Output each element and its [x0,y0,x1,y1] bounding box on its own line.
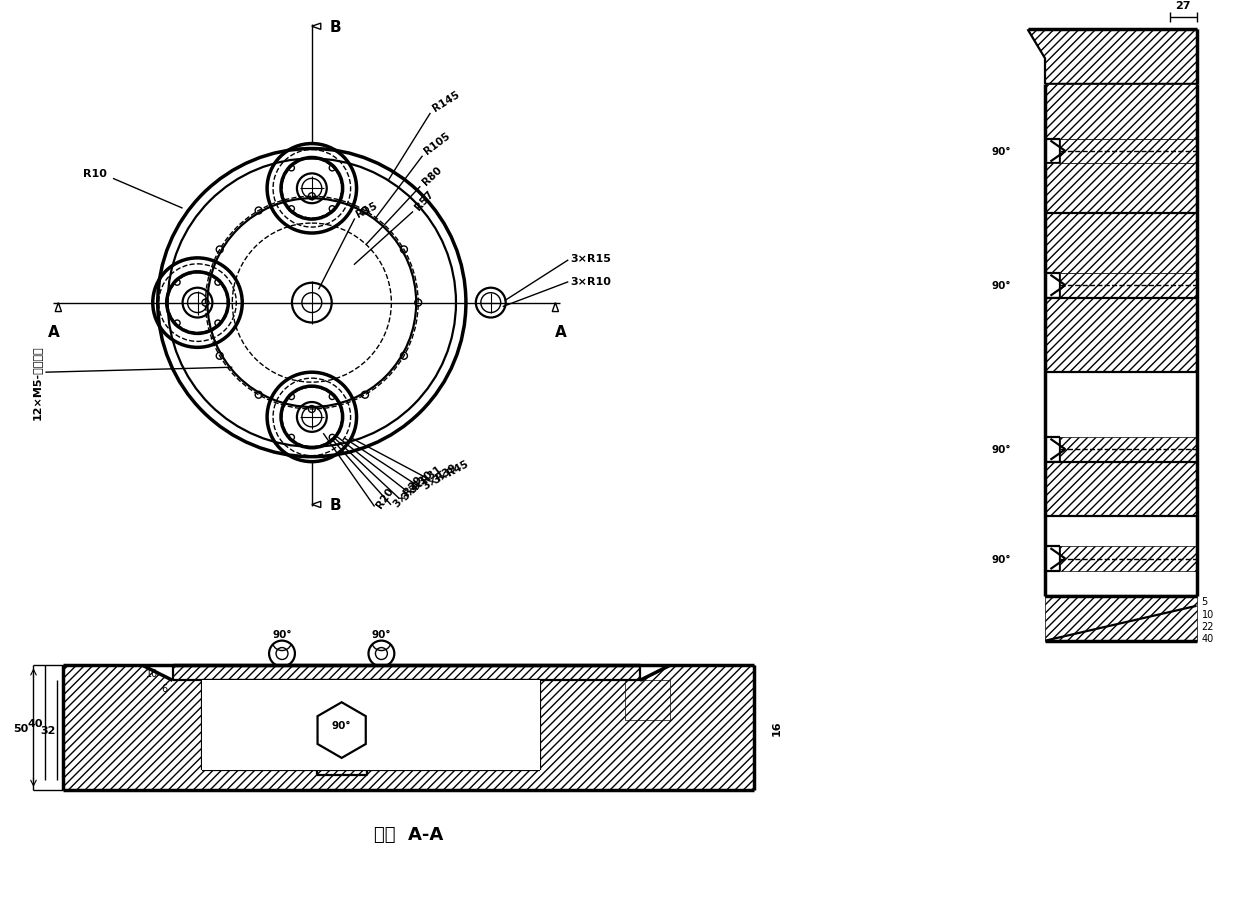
Text: R15: R15 [355,200,379,220]
Polygon shape [1045,462,1197,517]
Text: R20: R20 [374,486,396,510]
Text: 40: 40 [1202,633,1214,643]
Polygon shape [1045,298,1197,373]
Polygon shape [172,666,640,681]
Polygon shape [311,24,321,30]
Text: 90°: 90° [991,554,1011,564]
Polygon shape [56,303,62,312]
Polygon shape [552,303,558,312]
Text: 5: 5 [1202,596,1208,606]
Text: R57: R57 [413,189,435,212]
Text: R10: R10 [83,169,107,179]
Text: 32: 32 [40,725,56,735]
Text: 16: 16 [773,720,782,735]
Polygon shape [1060,139,1197,164]
Text: A: A [47,325,60,340]
Text: A: A [554,325,567,340]
Polygon shape [1045,214,1197,273]
Polygon shape [1045,164,1197,214]
Polygon shape [1028,30,1197,85]
Text: 3×R10: 3×R10 [570,276,611,286]
Polygon shape [316,681,367,775]
Text: 3×R15: 3×R15 [570,253,611,263]
Polygon shape [311,502,321,508]
Text: 90°: 90° [273,629,291,639]
Text: 90°: 90° [372,629,391,639]
Text: 40: 40 [29,718,43,728]
Text: 90°: 90° [991,281,1011,291]
Text: B: B [330,20,341,35]
Polygon shape [202,681,541,770]
Polygon shape [63,666,754,790]
Text: 3×R31: 3×R31 [408,464,444,496]
Text: 3×R29: 3×R29 [392,474,424,508]
Text: 27: 27 [1176,1,1190,11]
Polygon shape [1045,596,1197,641]
Text: 50: 50 [14,722,29,732]
Text: 90°: 90° [991,147,1011,157]
Text: 3×R39: 3×R39 [420,462,459,491]
Text: R80: R80 [420,165,444,187]
Polygon shape [1060,437,1197,462]
Text: R105: R105 [423,130,453,157]
Text: 3×R30: 3×R30 [399,469,434,502]
Polygon shape [625,681,670,721]
Text: B: B [330,497,341,512]
Text: 10: 10 [145,668,157,678]
Text: 12×M5-四孔均布: 12×M5-四孔均布 [31,345,41,420]
Polygon shape [1060,547,1197,571]
Text: 6: 6 [161,683,167,693]
Text: 22: 22 [1202,621,1214,631]
Text: 10: 10 [1202,609,1214,619]
Text: 90°: 90° [991,445,1011,455]
Polygon shape [1045,85,1197,139]
Text: 截面  A-A: 截面 A-A [374,824,444,843]
Polygon shape [1060,273,1197,298]
Text: 3×R45: 3×R45 [432,458,471,485]
Text: 90°: 90° [332,721,351,731]
Text: R145: R145 [430,89,461,114]
